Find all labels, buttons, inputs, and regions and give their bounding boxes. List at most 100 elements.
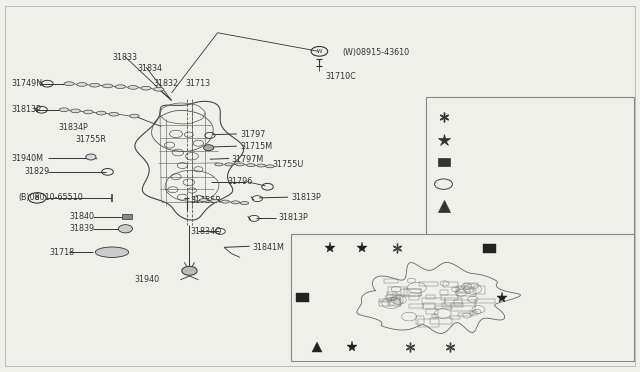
- Bar: [445, 298, 461, 305]
- Text: 31710A: 31710A: [480, 200, 508, 206]
- Ellipse shape: [128, 86, 138, 89]
- Text: 31710C: 31710C: [325, 72, 356, 81]
- Bar: [450, 316, 460, 319]
- Bar: [426, 295, 435, 299]
- Bar: [379, 301, 389, 306]
- Ellipse shape: [215, 163, 223, 166]
- Text: 31841M: 31841M: [253, 243, 285, 252]
- Text: (W)08915-43610: (W)08915-43610: [480, 177, 541, 184]
- Circle shape: [86, 154, 96, 160]
- Text: 31755R: 31755R: [76, 135, 106, 144]
- Bar: [426, 308, 438, 314]
- Text: 31940M: 31940M: [12, 154, 44, 163]
- Bar: [426, 97, 634, 236]
- Text: 31840: 31840: [69, 212, 94, 221]
- Ellipse shape: [129, 114, 140, 118]
- Text: 31813P: 31813P: [12, 105, 41, 114]
- Text: 31715M: 31715M: [240, 142, 272, 151]
- Ellipse shape: [115, 85, 125, 89]
- Circle shape: [118, 225, 132, 233]
- Ellipse shape: [70, 109, 81, 113]
- Bar: [454, 300, 476, 307]
- Bar: [458, 288, 472, 292]
- Ellipse shape: [77, 83, 87, 86]
- Text: B: B: [35, 195, 40, 201]
- Bar: [388, 287, 407, 295]
- Text: (B)08010-65510: (B)08010-65510: [18, 193, 83, 202]
- Text: 31796: 31796: [227, 177, 252, 186]
- Ellipse shape: [97, 111, 106, 115]
- Ellipse shape: [84, 110, 93, 114]
- Ellipse shape: [241, 202, 249, 205]
- Bar: [390, 298, 400, 305]
- Circle shape: [182, 266, 197, 275]
- Text: <2>: <2>: [488, 163, 504, 169]
- Text: 31718: 31718: [50, 248, 75, 257]
- Text: (B)08120-66022: (B)08120-66022: [480, 110, 540, 117]
- Text: 31813P: 31813P: [278, 213, 308, 222]
- Bar: [435, 306, 452, 309]
- Bar: [419, 282, 438, 286]
- Bar: [451, 303, 475, 311]
- Ellipse shape: [221, 200, 229, 203]
- Bar: [418, 320, 439, 327]
- Ellipse shape: [109, 112, 119, 116]
- Bar: [430, 318, 452, 324]
- Bar: [384, 279, 398, 283]
- Bar: [392, 294, 400, 301]
- Bar: [470, 311, 477, 315]
- Bar: [442, 295, 458, 300]
- Bar: [474, 286, 485, 295]
- Bar: [387, 292, 397, 300]
- Bar: [122, 214, 132, 219]
- Ellipse shape: [210, 199, 219, 202]
- Text: 31839: 31839: [69, 224, 94, 233]
- Polygon shape: [135, 101, 244, 220]
- Text: 31797M: 31797M: [232, 155, 264, 164]
- Text: <2>: <2>: [488, 185, 504, 191]
- Ellipse shape: [236, 163, 244, 166]
- Ellipse shape: [141, 86, 151, 90]
- Text: 31834P: 31834P: [59, 123, 88, 132]
- Bar: [465, 283, 478, 288]
- Text: ^3.7(009R: ^3.7(009R: [592, 353, 630, 360]
- Bar: [394, 297, 403, 304]
- Ellipse shape: [266, 165, 275, 168]
- Bar: [291, 234, 634, 361]
- Text: 31713: 31713: [186, 79, 211, 88]
- Ellipse shape: [64, 82, 74, 86]
- Text: 31797: 31797: [240, 130, 266, 139]
- Bar: [423, 303, 435, 309]
- Text: 31834: 31834: [138, 64, 163, 73]
- Bar: [422, 298, 445, 304]
- Text: <4>: <4>: [488, 140, 504, 146]
- Bar: [442, 303, 463, 307]
- Ellipse shape: [60, 108, 69, 112]
- Bar: [409, 304, 424, 308]
- Bar: [458, 313, 473, 317]
- Bar: [416, 316, 424, 324]
- Bar: [438, 158, 450, 166]
- Ellipse shape: [225, 163, 234, 166]
- Text: 31813P: 31813P: [291, 193, 321, 202]
- Bar: [483, 244, 496, 253]
- Bar: [444, 282, 458, 286]
- Ellipse shape: [154, 87, 164, 91]
- Bar: [404, 289, 420, 296]
- Text: 31829: 31829: [24, 167, 49, 176]
- Bar: [296, 293, 309, 302]
- Ellipse shape: [232, 201, 239, 204]
- Bar: [457, 289, 476, 296]
- Text: 31749N: 31749N: [12, 79, 43, 88]
- Circle shape: [204, 145, 214, 151]
- Text: 31832: 31832: [154, 79, 179, 88]
- Text: 31755R: 31755R: [191, 196, 221, 205]
- Text: (W)08915-43610: (W)08915-43610: [342, 48, 410, 57]
- Ellipse shape: [247, 164, 255, 167]
- Text: 31940: 31940: [134, 275, 159, 284]
- Text: W: W: [441, 182, 446, 187]
- Bar: [401, 289, 421, 296]
- Text: (B)08120-64522: (B)08120-64522: [480, 132, 540, 139]
- Text: 31755U: 31755U: [272, 160, 303, 169]
- Ellipse shape: [257, 164, 266, 167]
